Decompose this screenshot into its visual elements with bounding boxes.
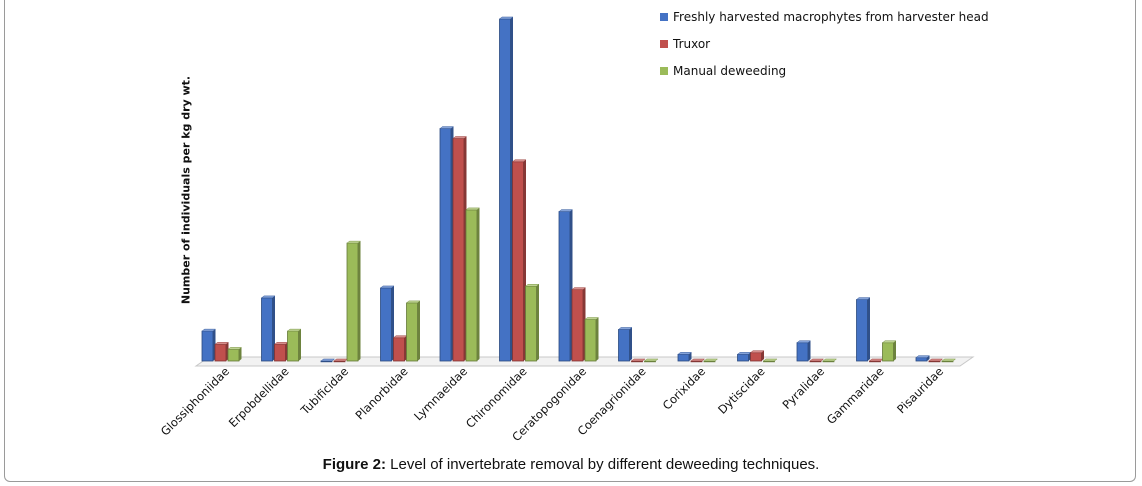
bar-chironomidae-truxor [511,159,527,362]
bar-planorbidae-manual-deweeding [405,300,421,362]
bar-coenagrionidae-truxor [630,358,646,363]
x-tick-label-dytiscidae: Dytiscidae [715,364,768,417]
bar-pyralidae-manual-deweeding [822,358,838,363]
bar-pisauridae-freshly-harvested [915,355,931,362]
legend-label: Freshly harvested macrophytes from harve… [673,10,989,24]
x-tick-label-planorbidae: Planorbidae [353,364,411,422]
x-tick-label-corixidae: Corixidae [660,364,708,412]
bar-erpobdellidae-manual-deweeding [286,328,302,362]
bar-planorbidae-truxor [392,335,408,362]
figure-frame [4,0,1136,482]
x-tick-label-glossiphoniidae: Glossiphoniidae [158,364,232,438]
bar-ceratopogonidae-truxor [571,287,587,362]
bar-corixidae-manual-deweeding [703,358,719,363]
bar-glossiphoniidae-manual-deweeding [227,347,243,362]
bar-glossiphoniidae-freshly-harvested [201,328,217,362]
bar-tubificidae-manual-deweeding [346,240,362,362]
caption-text: Level of invertebrate removal by differe… [386,456,820,473]
chart-bars [201,16,957,363]
legend-swatch [660,40,668,48]
bar-corixidae-truxor [690,358,706,363]
bar-chironomidae-freshly-harvested [498,16,514,362]
legend-swatch [660,13,668,21]
figure-caption: Figure 2: Level of invertebrate removal … [0,456,1142,473]
bar-coenagrionidae-manual-deweeding [643,358,659,363]
bar-erpobdellidae-freshly-harvested [260,295,276,362]
bar-dytiscidae-manual-deweeding [762,358,778,363]
x-tick-label-chironomidae: Chironomidae [463,364,530,431]
bar-lymnaeidae-freshly-harvested [439,126,455,362]
bar-ceratopogonidae-freshly-harvested [558,209,574,362]
bar-chironomidae-manual-deweeding [524,284,540,362]
bar-erpobdellidae-truxor [273,342,289,362]
bar-pisauridae-truxor [928,358,944,363]
y-axis-label: Number of individuals per kg dry wt. [179,75,193,305]
bar-pisauridae-manual-deweeding [941,358,957,363]
bar-ceratopogonidae-manual-deweeding [584,317,600,362]
legend-item-freshly-harvested: Freshly harvested macrophytes from harve… [660,9,989,25]
legend-item-truxor: Truxor [660,36,710,52]
legend-swatch [660,67,668,75]
x-tick-label-lymnaeidae: Lymnaeidae [411,364,470,423]
bar-lymnaeidae-truxor [452,136,468,362]
x-tick-label-pyralidae: Pyralidae [780,364,828,412]
legend-label: Truxor [673,37,711,51]
bar-tubificidae-freshly-harvested [320,358,336,363]
bar-gammaridae-manual-deweeding [881,340,897,362]
x-tick-label-erpobdellidae: Erpobdellidae [226,364,292,430]
bar-planorbidae-freshly-harvested [379,285,395,362]
bar-dytiscidae-freshly-harvested [736,352,752,362]
bar-lymnaeidae-manual-deweeding [465,207,481,362]
x-tick-label-gammaridae: Gammaridae [824,364,887,427]
bar-dytiscidae-truxor [749,350,765,362]
bar-pyralidae-truxor [809,358,825,363]
x-tick-label-tubificidae: Tubificidae [297,364,351,418]
bar-corixidae-freshly-harvested [677,352,693,362]
legend-item-manual-deweeding: Manual deweeding [660,63,786,79]
bar-pyralidae-freshly-harvested [796,340,812,362]
x-tick-label-pisauridae: Pisauridae [894,364,946,416]
legend-label: Manual deweeding [673,64,787,78]
caption-label: Figure 2: [322,456,386,473]
bar-gammaridae-freshly-harvested [855,297,871,362]
bar-glossiphoniidae-truxor [214,342,230,362]
bar-coenagrionidae-freshly-harvested [617,327,633,362]
